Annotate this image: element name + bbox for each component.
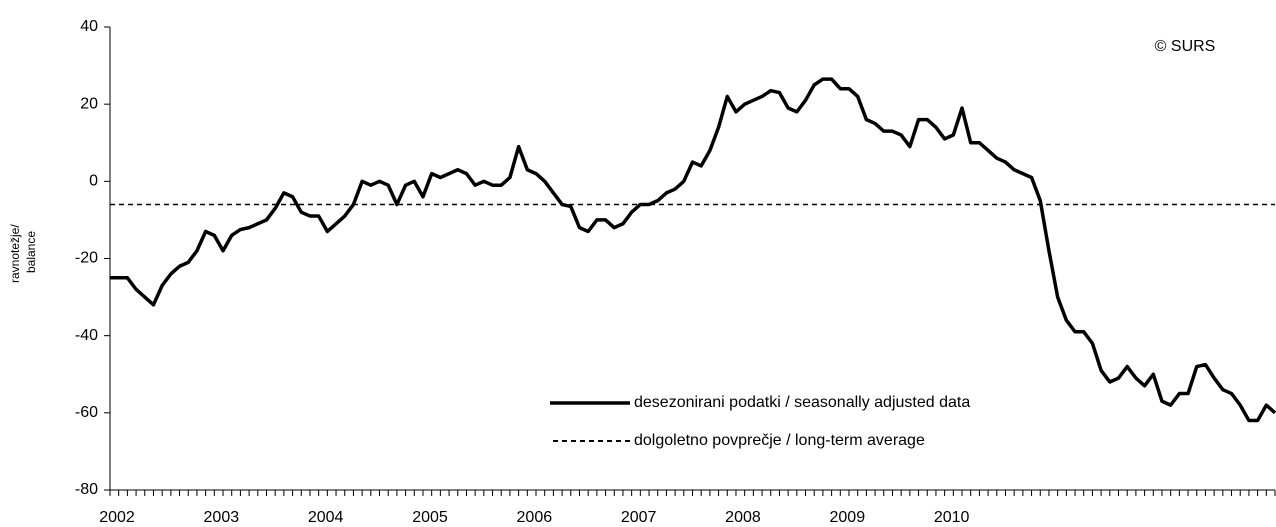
y-tick-label: -20 <box>75 250 98 267</box>
annotation: © SURS <box>1155 38 1216 55</box>
y-tick-label: 40 <box>80 18 98 35</box>
y-axis-title: ravnotežje/ balance <box>8 221 38 283</box>
y-tick-label: 0 <box>89 173 98 190</box>
y-tick-label: -60 <box>75 404 98 421</box>
data-line <box>110 77 1276 423</box>
x-tick-label: 2007 <box>621 509 657 526</box>
y-tick-label: -40 <box>75 327 98 344</box>
legend-label: dolgoletno povprečje / long-term average <box>634 432 925 449</box>
y-tick-label: -80 <box>75 481 98 498</box>
legend-label: desezonirani podatki / seasonally adjust… <box>634 394 970 411</box>
x-tick-label: 2006 <box>517 509 553 526</box>
x-tick-label: 2009 <box>830 509 866 526</box>
x-tick-label: 2002 <box>99 509 135 526</box>
x-tick-label: 2004 <box>308 509 344 526</box>
x-tick-label: 2005 <box>412 509 448 526</box>
x-tick-label: 2010 <box>934 509 970 526</box>
y-axis-title-line: ravnotežje/ <box>8 224 22 283</box>
x-tick-label: 2008 <box>725 509 761 526</box>
y-axis-title-line: balance <box>24 231 38 273</box>
y-tick-label: 20 <box>80 95 98 112</box>
x-tick-label: 2003 <box>204 509 240 526</box>
